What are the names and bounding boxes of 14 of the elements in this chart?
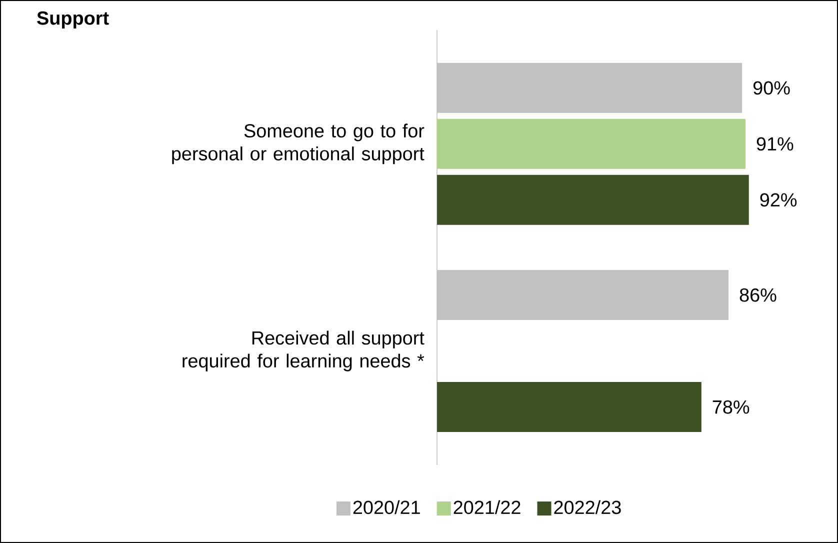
- legend-label: 2020/21: [353, 500, 420, 514]
- legend-label: 2021/22: [454, 500, 520, 514]
- bar: [437, 382, 702, 432]
- y-tick-label: Received all support required for learning needs *: [182, 330, 424, 372]
- data-label: 92%: [760, 193, 797, 207]
- y-tick-label: Someone to go to for personal or emotional support: [172, 124, 424, 164]
- data-label: 78%: [712, 400, 750, 414]
- data-label: 91%: [756, 137, 794, 151]
- legend-label: 2022/23: [554, 500, 621, 514]
- text: Support: [37, 11, 109, 29]
- bar: [437, 118, 746, 169]
- bar: [437, 174, 749, 225]
- data-label: 90%: [753, 81, 790, 95]
- data-label: 86%: [740, 288, 776, 302]
